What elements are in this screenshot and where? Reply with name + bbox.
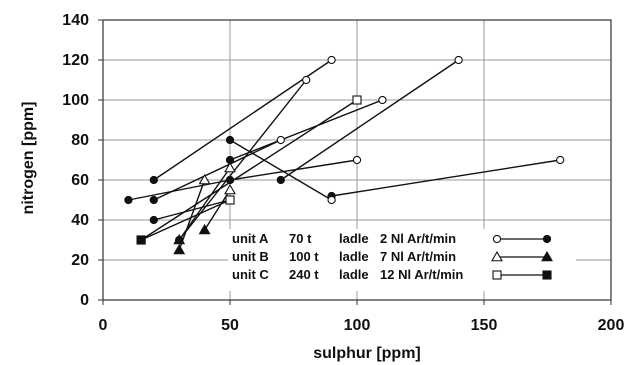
series-line-segment bbox=[153, 139, 282, 201]
x-tick-label: 50 bbox=[221, 317, 239, 334]
series-line-segment bbox=[153, 59, 332, 181]
data-point-triangle-filled bbox=[173, 243, 186, 255]
data-point-circle-filled bbox=[149, 195, 158, 205]
data-point-circle-open bbox=[378, 95, 387, 105]
x-axis-title: sulphur [ppm] bbox=[313, 345, 421, 362]
series-line-segment bbox=[280, 59, 459, 181]
data-point-square-open bbox=[225, 195, 235, 205]
series-line-segment bbox=[178, 167, 231, 241]
legend: unit A 70 t ladle 2 Nl Ar/t/min unit B 100 t l… bbox=[228, 229, 576, 291]
data-point-triangle-open bbox=[224, 161, 236, 173]
data-point-triangle-filled bbox=[173, 233, 186, 245]
data-point-circle-open bbox=[302, 75, 311, 85]
legend-tons: 100 t bbox=[289, 249, 319, 264]
legend-marker-filled bbox=[541, 250, 553, 262]
legend-rate: 7 Nl Ar/t/min bbox=[380, 249, 456, 264]
data-point-square-filled bbox=[136, 235, 146, 245]
x-tick-label: 200 bbox=[598, 317, 625, 334]
y-tick-label: 140 bbox=[62, 12, 89, 29]
y-tick-label: 80 bbox=[71, 132, 89, 149]
data-point-circle-filled bbox=[124, 195, 133, 205]
data-point-circle-open bbox=[327, 195, 336, 205]
legend-unit: unit A bbox=[232, 231, 269, 246]
data-point-triangle-open bbox=[198, 173, 211, 185]
series-triangle bbox=[173, 161, 236, 255]
data-point-circle-filled bbox=[276, 175, 285, 185]
y-tick-label: 0 bbox=[80, 292, 89, 309]
y-tick-label: 40 bbox=[71, 212, 89, 229]
legend-entry: unit C 240 t ladle 12 Nl Ar/t/min bbox=[232, 267, 552, 282]
legend-rate: 12 Nl Ar/t/min bbox=[380, 267, 463, 282]
series-line-segment bbox=[229, 139, 332, 201]
data-point-circle-open bbox=[276, 135, 285, 145]
data-point-triangle-filled bbox=[198, 223, 211, 235]
data-point-triangle-open bbox=[224, 183, 236, 195]
data-point-circle-open bbox=[454, 55, 463, 65]
legend-marker-filled bbox=[542, 270, 552, 280]
series-line-segment bbox=[331, 159, 561, 197]
y-tick-label: 20 bbox=[71, 252, 89, 269]
data-point-circle-open bbox=[352, 155, 362, 165]
legend-unit: unit C bbox=[232, 267, 269, 282]
y-tick-label: 100 bbox=[62, 92, 89, 109]
legend-rate: 2 Nl Ar/t/min bbox=[380, 231, 456, 246]
series-line-segment bbox=[229, 99, 383, 161]
legend-entry: unit A 70 t ladle 2 Nl Ar/t/min bbox=[232, 231, 552, 246]
legend-unit: unit B bbox=[232, 249, 269, 264]
y-tick-label: 120 bbox=[62, 52, 89, 69]
series-line-segment bbox=[153, 199, 231, 221]
x-tick-label: 0 bbox=[99, 317, 108, 334]
legend-marker-open bbox=[492, 234, 502, 244]
series-circle bbox=[124, 55, 565, 245]
legend-ladle: ladle bbox=[339, 231, 369, 246]
ticks: 0 20 40 60 80 100 120 140 0 50 100 150 200 bbox=[62, 12, 624, 334]
legend-entry: unit B 100 t ladle 7 Nl Ar/t/min bbox=[232, 249, 553, 264]
series-line-segment bbox=[128, 179, 231, 201]
data-point-square-open bbox=[352, 95, 362, 105]
legend-ladle: ladle bbox=[339, 267, 369, 282]
legend-marker-open bbox=[492, 270, 502, 280]
series-line-segment bbox=[178, 179, 206, 251]
legend-tons: 70 t bbox=[289, 231, 312, 246]
data-point-circle-open bbox=[556, 155, 565, 165]
x-tick-label: 150 bbox=[471, 317, 498, 334]
data-layer bbox=[124, 55, 565, 255]
legend-marker-open bbox=[491, 250, 503, 262]
series-line-segment bbox=[140, 199, 231, 241]
legend-ladle: ladle bbox=[339, 249, 369, 264]
legend-marker-filled bbox=[542, 234, 552, 244]
y-axis-title: nitrogen [ppm] bbox=[20, 102, 37, 215]
series-line-segment bbox=[178, 79, 307, 241]
data-point-circle-open bbox=[327, 55, 336, 65]
y-tick-label: 60 bbox=[71, 172, 89, 189]
legend-tons: 240 t bbox=[289, 267, 319, 282]
data-point-circle-filled bbox=[149, 175, 158, 185]
series-line-segment bbox=[140, 99, 358, 241]
series-square bbox=[136, 95, 362, 245]
data-point-circle-filled bbox=[225, 135, 235, 145]
x-tick-label: 100 bbox=[344, 317, 371, 334]
series-line-segment bbox=[229, 159, 358, 181]
data-point-circle-filled bbox=[149, 215, 158, 225]
